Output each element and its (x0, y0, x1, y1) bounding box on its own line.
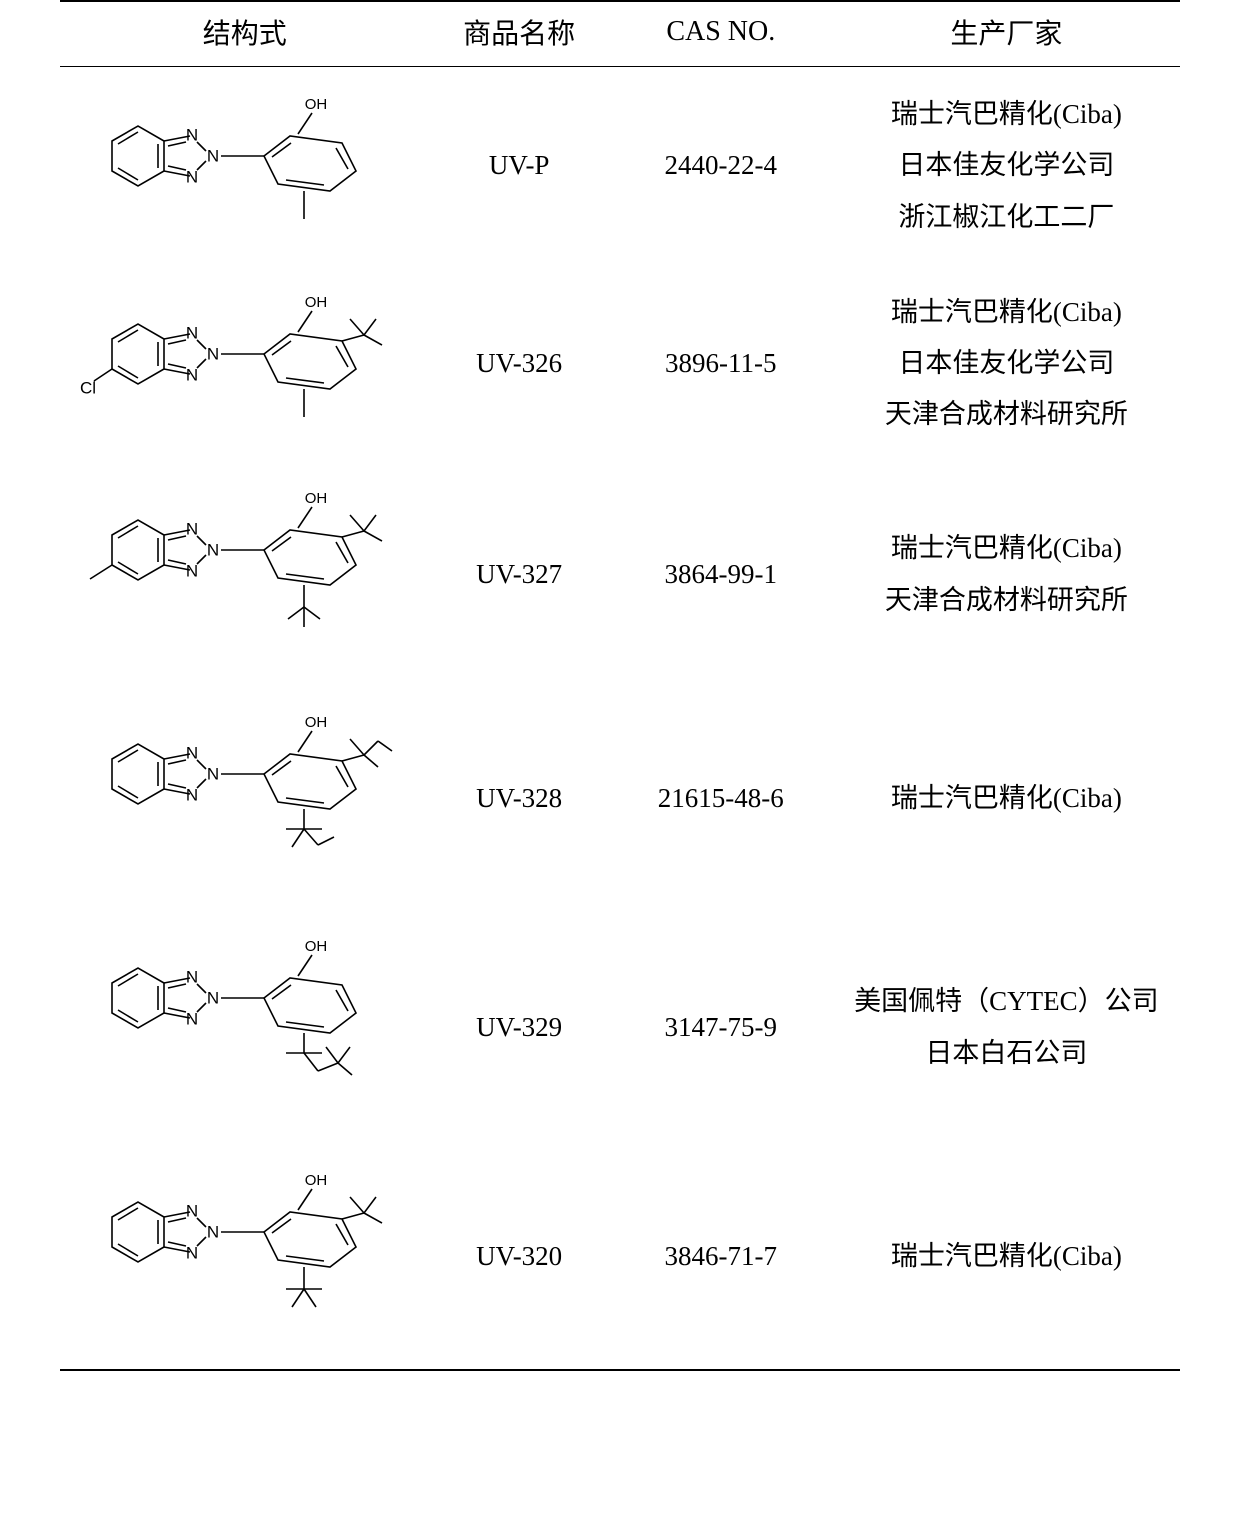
table-header-row: 结构式 商品名称 CAS NO. 生产厂家 (60, 1, 1180, 67)
manufacturer-line: 日本佳友化学公司 (837, 140, 1176, 191)
manufacturer-line: 日本白石公司 (837, 1028, 1176, 1079)
cell-structure (60, 911, 430, 1145)
table-row: UV-32821615-48-6瑞士汽巴精化(Ciba) (60, 687, 1180, 911)
table-row: UV-3293147-75-9美国佩特（CYTEC）公司日本白石公司 (60, 911, 1180, 1145)
cell-name: UV-329 (430, 911, 609, 1145)
cell-cas: 2440-22-4 (609, 67, 833, 265)
manufacturer-line: 瑞士汽巴精化(Ciba) (837, 89, 1176, 140)
structure-diagram (80, 709, 410, 889)
cell-cas: 3846-71-7 (609, 1145, 833, 1370)
cell-name: UV-320 (430, 1145, 609, 1370)
manufacturer-line: 瑞士汽巴精化(Ciba) (837, 523, 1176, 574)
table-row: Cl UV-3263896-11-5瑞士汽巴精化(Ciba)日本佳友化学公司天津合… (60, 265, 1180, 463)
cell-structure (60, 67, 430, 265)
cell-cas: 21615-48-6 (609, 687, 833, 911)
table-body: UV-P2440-22-4瑞士汽巴精化(Ciba)日本佳友化学公司浙江椒江化工二… (60, 67, 1180, 1370)
uv-absorbers-table: 结构式 商品名称 CAS NO. 生产厂家 UV-P2440-22-4瑞士汽巴精… (60, 0, 1180, 1371)
manufacturer-line: 瑞士汽巴精化(Ciba) (837, 773, 1176, 824)
structure-diagram: Cl (80, 289, 410, 439)
cell-name: UV-327 (430, 463, 609, 687)
cell-cas: 3147-75-9 (609, 911, 833, 1145)
cell-name: UV-328 (430, 687, 609, 911)
cell-structure (60, 1145, 430, 1370)
table-row: UV-3273864-99-1瑞士汽巴精化(Ciba)天津合成材料研究所 (60, 463, 1180, 687)
cell-manufacturer: 瑞士汽巴精化(Ciba) (833, 687, 1180, 911)
cell-cas: 3864-99-1 (609, 463, 833, 687)
manufacturer-line: 美国佩特（CYTEC）公司 (837, 976, 1176, 1027)
cell-manufacturer: 瑞士汽巴精化(Ciba)日本佳友化学公司天津合成材料研究所 (833, 265, 1180, 463)
cell-name: UV-326 (430, 265, 609, 463)
col-header-cas: CAS NO. (609, 1, 833, 67)
manufacturer-line: 瑞士汽巴精化(Ciba) (837, 287, 1176, 338)
manufacturer-line: 日本佳友化学公司 (837, 338, 1176, 389)
structure-diagram (80, 1167, 410, 1347)
col-header-structure: 结构式 (60, 1, 430, 67)
manufacturer-line: 天津合成材料研究所 (837, 575, 1176, 626)
table-row: UV-P2440-22-4瑞士汽巴精化(Ciba)日本佳友化学公司浙江椒江化工二… (60, 67, 1180, 265)
col-header-manufacturer: 生产厂家 (833, 1, 1180, 67)
cell-manufacturer: 瑞士汽巴精化(Ciba)天津合成材料研究所 (833, 463, 1180, 687)
cell-structure: Cl (60, 265, 430, 463)
structure-diagram (80, 485, 410, 665)
svg-text:Cl: Cl (80, 378, 96, 397)
cell-name: UV-P (430, 67, 609, 265)
structure-diagram (80, 933, 410, 1123)
col-header-name: 商品名称 (430, 1, 609, 67)
cell-manufacturer: 瑞士汽巴精化(Ciba)日本佳友化学公司浙江椒江化工二厂 (833, 67, 1180, 265)
manufacturer-line: 浙江椒江化工二厂 (837, 192, 1176, 243)
manufacturer-line: 天津合成材料研究所 (837, 389, 1176, 440)
cell-cas: 3896-11-5 (609, 265, 833, 463)
cell-structure (60, 463, 430, 687)
structure-diagram (80, 91, 410, 241)
cell-structure (60, 687, 430, 911)
cell-manufacturer: 瑞士汽巴精化(Ciba) (833, 1145, 1180, 1370)
table-row: UV-3203846-71-7瑞士汽巴精化(Ciba) (60, 1145, 1180, 1370)
cell-manufacturer: 美国佩特（CYTEC）公司日本白石公司 (833, 911, 1180, 1145)
manufacturer-line: 瑞士汽巴精化(Ciba) (837, 1231, 1176, 1282)
